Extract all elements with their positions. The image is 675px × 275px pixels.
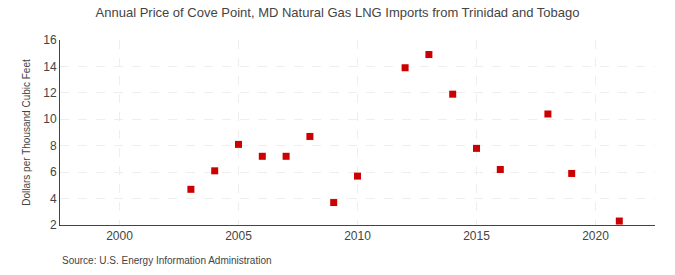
- svg-text:2010: 2010: [344, 229, 371, 243]
- svg-text:2000: 2000: [106, 229, 133, 243]
- svg-text:2: 2: [50, 218, 57, 232]
- svg-text:Dollars per Thousand Cubic Fee: Dollars per Thousand Cubic Feet: [21, 59, 32, 206]
- svg-text:8: 8: [50, 139, 57, 153]
- svg-text:Source: U.S. Energy Informatio: Source: U.S. Energy Information Administ…: [62, 255, 272, 266]
- svg-text:14: 14: [43, 60, 57, 74]
- svg-text:Annual Price of Cove Point, MD: Annual Price of Cove Point, MD Natural G…: [96, 5, 580, 20]
- svg-text:6: 6: [50, 165, 57, 179]
- svg-text:2005: 2005: [225, 229, 252, 243]
- svg-text:12: 12: [43, 86, 57, 100]
- svg-text:2015: 2015: [463, 229, 490, 243]
- svg-text:10: 10: [43, 112, 57, 126]
- svg-text:16: 16: [43, 33, 57, 47]
- svg-text:2020: 2020: [582, 229, 609, 243]
- svg-text:4: 4: [50, 192, 57, 206]
